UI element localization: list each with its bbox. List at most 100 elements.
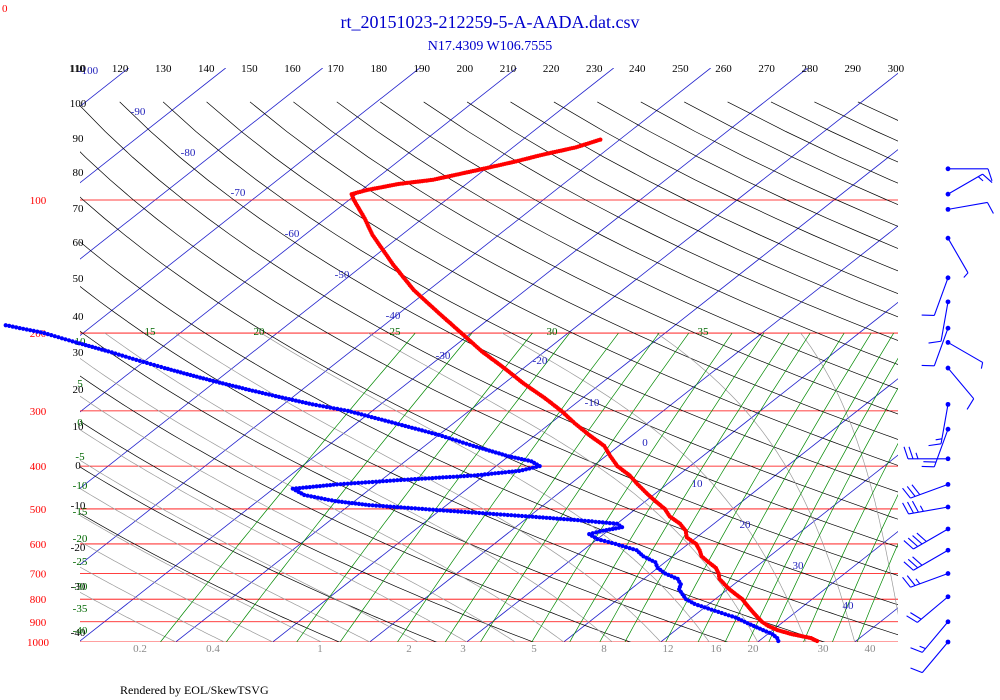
dewpoint-point — [349, 409, 354, 414]
isotherm-line — [80, 68, 711, 566]
dewpoint-point — [162, 366, 167, 371]
dry-adiabat-label: 60 — [73, 237, 85, 249]
dewpoint-point — [49, 333, 54, 338]
moist-adiabat-line — [368, 332, 759, 642]
dewpoint-point — [593, 519, 598, 524]
wind-barb-half-flag — [919, 505, 924, 512]
wind-barb-flag — [903, 540, 914, 550]
dry-adiabat-line — [814, 101, 898, 142]
dewpoint-point — [317, 484, 323, 489]
wind-barb-shaft — [910, 573, 949, 588]
dewpoint-point — [59, 336, 64, 341]
pressure-label: 800 — [30, 594, 47, 606]
dewpoint-point — [464, 441, 469, 446]
pressure-label: 500 — [30, 504, 47, 516]
dewpoint-point — [303, 400, 308, 405]
dewpoint-point — [453, 438, 459, 443]
dewpoint-point — [669, 574, 674, 579]
dewpoint-point — [178, 370, 183, 375]
dewpoint-point — [634, 548, 639, 553]
bottom-temp-label: 30 — [818, 643, 830, 655]
wind-barb-flag — [906, 615, 918, 623]
dry-adiabat-line — [293, 101, 898, 415]
dewpoint-point — [450, 437, 455, 442]
wind-barb-flag — [907, 537, 919, 547]
dewpoint-point — [726, 613, 731, 618]
top-axis-tick: 140 — [198, 63, 215, 75]
isotherm-label: 0 — [642, 437, 648, 449]
dewpoint-point — [175, 369, 180, 374]
dewpoint-point — [362, 413, 367, 418]
dewpoint-point — [290, 397, 295, 402]
moist-adiabat-line — [80, 541, 273, 642]
mixing-ratio-line — [768, 387, 898, 642]
dewpoint-point — [447, 436, 452, 441]
bottom-temp-label: 40 — [865, 643, 877, 655]
dewpoint-point — [614, 521, 620, 526]
dewpoint-point — [127, 355, 132, 360]
dry-adiabat-label: 80 — [73, 167, 85, 179]
dewpoint-point — [250, 388, 255, 393]
dewpoint-point — [321, 404, 326, 409]
top-axis-tick: 230 — [586, 63, 603, 75]
dewpoint-point — [611, 521, 616, 526]
dry-adiabat-line — [80, 241, 898, 636]
isotherm-line — [0, 68, 32, 642]
dewpoint-point — [426, 476, 431, 481]
dewpoint-point — [594, 530, 599, 535]
dry-adiabat-line — [336, 101, 898, 390]
dewpoint-point — [370, 503, 375, 508]
moist-adiabat-label: -10 — [73, 480, 88, 492]
dewpoint-point — [21, 326, 26, 331]
dewpoint-point — [426, 430, 431, 435]
mixing-ratio-line — [339, 332, 570, 642]
wind-barb-shaft — [910, 483, 949, 499]
isotherm-line — [80, 68, 517, 413]
dewpoint-point — [345, 408, 351, 413]
top-axis-tick: 240 — [629, 63, 646, 75]
dewpoint-point — [398, 505, 404, 510]
dewpoint-point — [429, 431, 435, 436]
isotherm-line — [80, 68, 129, 107]
dewpoint-point — [360, 502, 365, 507]
dewpoint-point — [391, 478, 396, 483]
wind-barb-shaft — [940, 404, 949, 444]
dewpoint-point — [116, 352, 121, 357]
dewpoint-point — [510, 469, 515, 474]
dewpoint-point — [416, 476, 421, 481]
dewpoint-point — [409, 506, 414, 511]
dewpoint-point — [7, 323, 12, 328]
dewpoint-point — [604, 520, 609, 525]
dewpoint-point — [159, 364, 164, 370]
dry-adiabat-line — [945, 102, 1000, 652]
dewpoint-point — [500, 452, 505, 457]
mixing-ratio-label: 8 — [601, 643, 607, 655]
dewpoint-point — [613, 526, 618, 531]
isotherm-line — [952, 68, 1000, 642]
dewpoint-point — [356, 501, 361, 506]
dewpoint-point — [493, 471, 498, 476]
isotherm-line — [80, 68, 614, 489]
dewpoint-point — [377, 479, 382, 484]
temperature-profile — [349, 137, 820, 644]
dry-adiabat-label: 30 — [73, 347, 85, 359]
wind-barb-shaft — [913, 528, 949, 550]
moist-adiabat-label: -25 — [73, 556, 88, 568]
mixing-ratio-line — [445, 332, 660, 642]
dewpoint-point — [237, 385, 242, 390]
wind-barb-shaft — [947, 173, 983, 195]
dewpoint-point — [366, 503, 372, 508]
wind-barb-half-flag — [963, 272, 969, 278]
dewpoint-point — [86, 343, 91, 349]
moist-adiabat-line — [104, 332, 613, 642]
wind-barb-flag — [928, 443, 942, 447]
dewpoint-point — [419, 476, 424, 481]
isotherm-line — [854, 607, 898, 642]
dewpoint-point — [324, 483, 329, 488]
top-axis-tick: 300 — [888, 63, 905, 75]
wind-barb-shaft — [933, 277, 949, 316]
dewpoint-point — [366, 414, 371, 419]
wind-barb-half-flag — [977, 176, 984, 182]
isotherm-line — [563, 378, 898, 642]
dewpoint-point — [309, 494, 314, 499]
